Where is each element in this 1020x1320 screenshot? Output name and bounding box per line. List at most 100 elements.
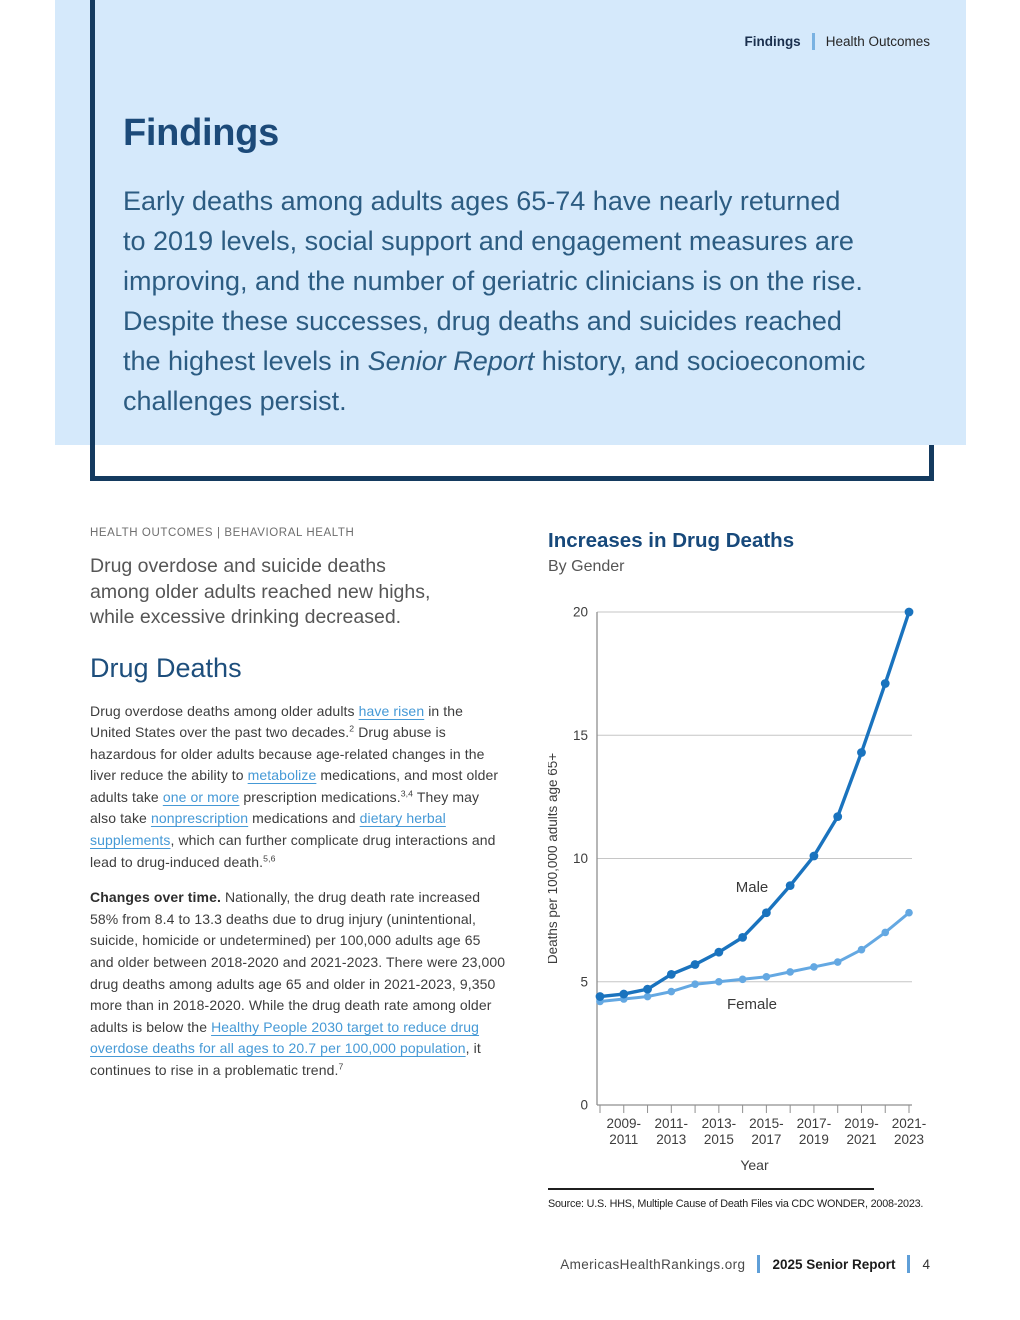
x-axis-title: Year — [740, 1157, 769, 1173]
footnote-ref: 7 — [338, 1061, 344, 1072]
breadcrumb: Findings Health Outcomes — [55, 33, 930, 50]
male-point — [857, 748, 866, 757]
article-column: HEALTH OUTCOMES | BEHAVIORAL HEALTH Drug… — [90, 527, 510, 1082]
chart-header: Increases in Drug Deaths By Gender — [548, 529, 980, 576]
page-title: Findings — [123, 112, 279, 154]
footnote-ref: 5,6 — [263, 853, 276, 863]
chart-area: 0 5 10 15 20 2009- 2011 2011- 2013 2013- 2015 2015-… — [545, 596, 980, 1196]
article-paragraph: Changes over time. Nationally, the drug … — [90, 889, 506, 1078]
breadcrumb-divider — [811, 33, 815, 50]
text-line: challenges persist. — [123, 386, 347, 416]
accent-frame-right — [929, 445, 934, 481]
text-line: while excessive drinking decreased. — [90, 606, 402, 628]
italic-text: Senior Report — [367, 346, 535, 376]
x-tick-label: 2015 — [704, 1132, 734, 1147]
inline-link[interactable]: have risen — [358, 702, 425, 719]
text-line: Early deaths among adults ages 65-74 hav… — [123, 186, 841, 216]
footer-report-title: 2025 Senior Report — [772, 1256, 896, 1272]
x-tick-label: 2011- — [655, 1116, 689, 1131]
x-tick-label: 2013 — [656, 1132, 686, 1147]
x-tick-label: 2011 — [609, 1132, 638, 1147]
male-line — [598, 610, 911, 999]
footnote-ref: 3,4 — [400, 788, 414, 799]
male-point — [809, 851, 819, 861]
male-label: Male — [736, 879, 769, 896]
female-point — [810, 963, 818, 971]
x-tick-label: 2019 — [799, 1132, 829, 1147]
female-point — [881, 928, 890, 937]
footer-divider — [907, 1255, 911, 1273]
article-dek: Drug overdose and suicide deaths among ol… — [90, 554, 510, 631]
inline-link[interactable]: nonprescription — [150, 810, 249, 827]
text-line: Despite these successes, drug deaths and… — [123, 306, 842, 336]
x-tick-label: 2013- — [702, 1116, 737, 1131]
hero-intro: Early deaths among adults ages 65-74 hav… — [123, 181, 865, 421]
female-point — [905, 908, 913, 917]
footnote-ref: 2 — [349, 723, 355, 734]
female-point — [786, 968, 794, 976]
male-point — [690, 960, 700, 969]
source-divider — [548, 1188, 874, 1190]
section-eyebrow: HEALTH OUTCOMES | BEHAVIORAL HEALTH — [90, 527, 355, 539]
y-tick-label: 10 — [573, 851, 588, 866]
text-line: the highest levels in Senior Report hist… — [123, 346, 866, 376]
hero-panel — [55, 0, 966, 445]
female-line — [598, 911, 911, 1003]
female-point — [833, 958, 842, 966]
section-heading: Drug Deaths — [90, 652, 242, 683]
female-point — [738, 975, 747, 984]
breadcrumb-page: Health Outcomes — [825, 34, 930, 49]
footer-site-link[interactable]: AmericasHealthRankings.org — [560, 1256, 746, 1272]
chart-title: Increases in Drug Deaths — [548, 529, 795, 552]
footer-page-number: 4 — [922, 1256, 930, 1272]
bold-lead: Changes over time. — [90, 889, 221, 906]
x-tick-label: 2009- — [607, 1116, 642, 1131]
male-point — [761, 908, 771, 918]
male-point — [619, 989, 629, 999]
x-tick-label: 2019- — [844, 1116, 879, 1131]
text-line: among older adults reached new highs, — [90, 580, 431, 603]
accent-frame-bottom — [90, 476, 934, 481]
male-point — [595, 992, 605, 1001]
drug-deaths-chart: 0 5 10 15 20 2009-2011 2011-2013 2013-2015 2015-… — [545, 605, 927, 1174]
male-point — [714, 947, 724, 957]
male-point — [738, 932, 748, 942]
page-footer: AmericasHealthRankings.org 2025 Senior R… — [55, 1255, 930, 1273]
female-point — [857, 945, 866, 954]
female-point — [643, 992, 652, 1001]
x-tick-label: 2015- — [749, 1116, 784, 1131]
female-point — [715, 977, 723, 986]
text-line: to 2019 levels, social support and engag… — [123, 226, 854, 256]
text-line: improving, and the number of geriatric c… — [123, 266, 863, 296]
female-point — [762, 973, 771, 981]
male-point — [666, 969, 676, 979]
x-tick-label: 2017 — [751, 1132, 781, 1147]
female-point — [667, 987, 676, 996]
x-tick-label: 2021 — [846, 1132, 876, 1147]
article-paragraph: Drug overdose deaths among older adults … — [90, 702, 499, 870]
male-point — [833, 812, 843, 821]
male-point — [904, 607, 914, 617]
chart-subtitle: By Gender — [548, 558, 625, 575]
y-tick-label: 20 — [573, 605, 588, 620]
male-point — [643, 984, 652, 994]
male-point — [880, 679, 890, 688]
y-tick-label: 0 — [580, 1098, 588, 1113]
text-line: Drug overdose and suicide deaths — [90, 555, 386, 577]
inline-link[interactable]: metabolize — [247, 767, 317, 784]
x-tick-label: 2023 — [894, 1132, 924, 1147]
x-tick-label: 2017- — [797, 1116, 832, 1131]
accent-frame-left — [90, 0, 95, 481]
female-point — [691, 980, 699, 989]
female-label: Female — [727, 996, 777, 1013]
x-tick-label: 2021- — [892, 1116, 927, 1131]
y-tick-label: 15 — [573, 728, 588, 743]
male-point — [785, 881, 795, 891]
inline-link[interactable]: dietary herbal supplements — [90, 810, 446, 849]
chart-source: Source: U.S. HHS, Multiple Cause of Deat… — [548, 1198, 924, 1210]
inline-link[interactable]: one or more — [162, 788, 240, 805]
y-axis-title: Deaths per 100,000 adults age 65+ — [548, 753, 560, 964]
breadcrumb-section: Findings — [744, 34, 801, 49]
inline-link[interactable]: Healthy People 2030 target to reduce dru… — [90, 1018, 480, 1057]
